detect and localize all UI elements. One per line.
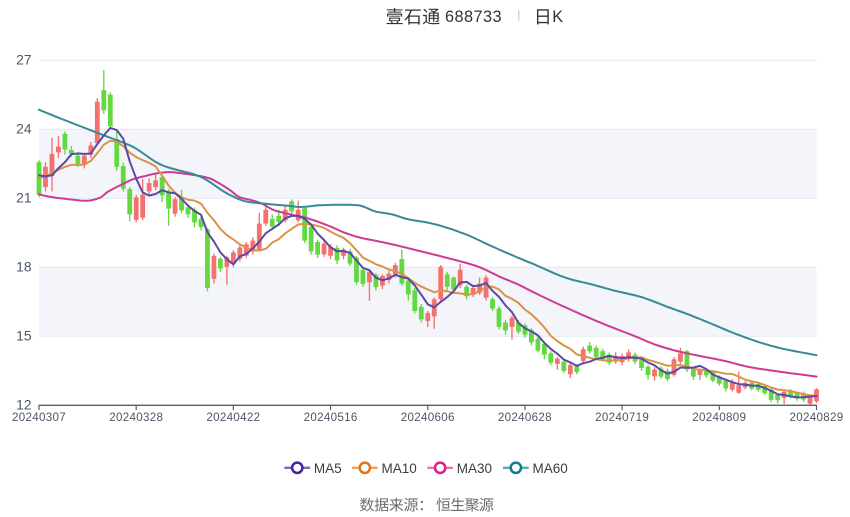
- svg-text:27: 27: [16, 52, 31, 67]
- svg-text:MA10: MA10: [382, 461, 417, 476]
- svg-text:20240516: 20240516: [304, 411, 358, 424]
- svg-text:MA60: MA60: [533, 461, 568, 476]
- svg-text:20240628: 20240628: [498, 411, 552, 424]
- svg-text:20240809: 20240809: [692, 411, 746, 424]
- svg-text:688733: 688733: [445, 8, 502, 26]
- svg-text:MA30: MA30: [457, 461, 492, 476]
- svg-text:21: 21: [16, 190, 31, 205]
- svg-text:MA5: MA5: [314, 461, 342, 476]
- svg-text:12: 12: [16, 397, 31, 412]
- svg-text:20240328: 20240328: [109, 411, 163, 424]
- svg-text:20240719: 20240719: [595, 411, 649, 424]
- svg-text:15: 15: [16, 328, 32, 343]
- svg-text:K: K: [552, 8, 563, 26]
- svg-text:20240829: 20240829: [790, 411, 844, 424]
- svg-text:24: 24: [16, 121, 32, 136]
- svg-text:20240422: 20240422: [206, 411, 260, 424]
- svg-text:18: 18: [16, 259, 32, 274]
- svg-text:20240606: 20240606: [401, 411, 455, 424]
- svg-text:20240307: 20240307: [12, 411, 66, 424]
